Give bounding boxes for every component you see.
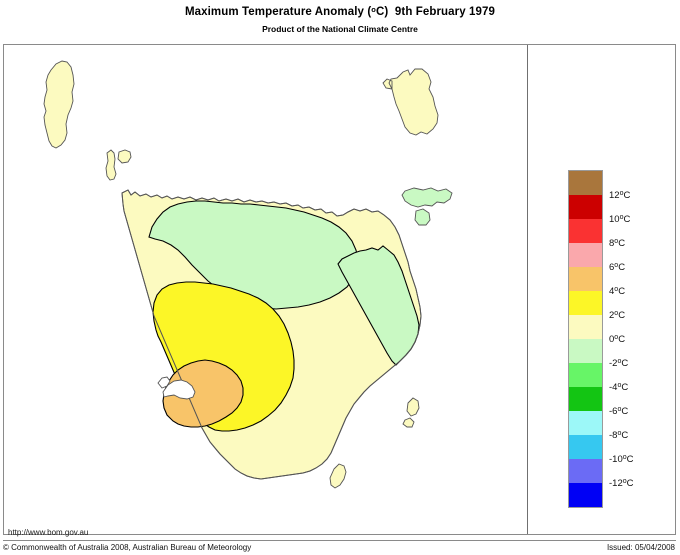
page-title-prefix: Maximum Temperature Anomaly ( [184,6,372,18]
legend-panel: 12oC 10oC 8oC 6oC 4oC 2oC 0oC -2oC -4oC -6oC -8oC -… [529,45,675,534]
panel-divider [527,45,528,534]
region-king-island [43,60,75,149]
region-robbins-island [117,149,132,164]
colorbar-label--2: -2oC [609,358,629,369]
page-subtitle: Product of the National Climate Centre [262,24,418,34]
colorbar-band--2[interactable] [569,363,602,387]
page-title-mid: C) [375,6,389,18]
title-block: Maximum Temperature Anomaly (oC) 9th Feb… [0,0,680,34]
colorbar-label-2: 2oC [609,310,626,321]
colorbar-band-0[interactable] [569,339,602,363]
colorbar-band-top[interactable] [569,171,602,195]
issued-date: Issued: 05/04/2008 [606,543,675,552]
colorbar-band-8[interactable] [569,243,602,267]
map-panel[interactable] [4,45,527,534]
region-maria-island-south [402,417,415,428]
tasmania-anomaly-map[interactable] [4,45,527,534]
colorbar-label-10: 10oC [609,214,631,225]
page-title: Maximum Temperature Anomaly (oC) 9th Feb… [0,5,680,18]
footer-divider [3,540,676,541]
colorbar-label--10: -10oC [609,454,634,465]
mainland-coastline [121,189,422,480]
region-maria-island [406,397,420,417]
colorbar-band--8[interactable] [569,435,602,459]
colorbar-band-4[interactable] [569,291,602,315]
colorbar-label-4: 4oC [609,286,626,297]
colorbar-band-2[interactable] [569,315,602,339]
region-cape-barren-island [401,187,453,208]
page-title-date: 9th February 1979 [394,6,496,18]
colorbar-label-8: 8oC [609,238,626,249]
colorbar-label--8: -8oC [609,430,629,441]
macquarie-harbour [162,379,196,400]
colorbar-label--4: -4oC [609,382,629,393]
colorbar-label--12: -12oC [609,478,634,489]
colorbar-band-12[interactable] [569,195,602,219]
copyright-notice: © Commonwealth of Australia 2008, Austra… [3,543,252,552]
macquarie-harbour-channel [157,376,171,389]
region-three-hummock-island [105,149,117,181]
region-clarke-island [414,208,431,226]
colorbar-label--6: -6oC [609,406,629,417]
colorbar-band--12[interactable] [569,483,602,507]
colorbar-band-6[interactable] [569,267,602,291]
colorbar-band--4[interactable] [569,387,602,411]
region-far-west-coast [162,359,244,428]
colorbar-band-10[interactable] [569,219,602,243]
url-row: http://www.bom.gov.au [3,527,676,541]
region-bruny-island [329,463,347,489]
colorbar-band--6[interactable] [569,411,602,435]
region-flinders-island [382,68,439,136]
degree-symbol: o [371,5,376,14]
colorbar-label-0: 0oC [609,334,626,345]
source-url[interactable]: http://www.bom.gov.au [8,528,89,537]
colorbar-label-6: 6oC [609,262,626,273]
colorbar-label-12: 12oC [609,190,631,201]
colorbar-band--10[interactable] [569,459,602,483]
legend-labels: 12oC 10oC 8oC 6oC 4oC 2oC 0oC -2oC -4oC -6oC -8oC -… [609,170,673,506]
legend-colorbar[interactable] [568,170,603,508]
